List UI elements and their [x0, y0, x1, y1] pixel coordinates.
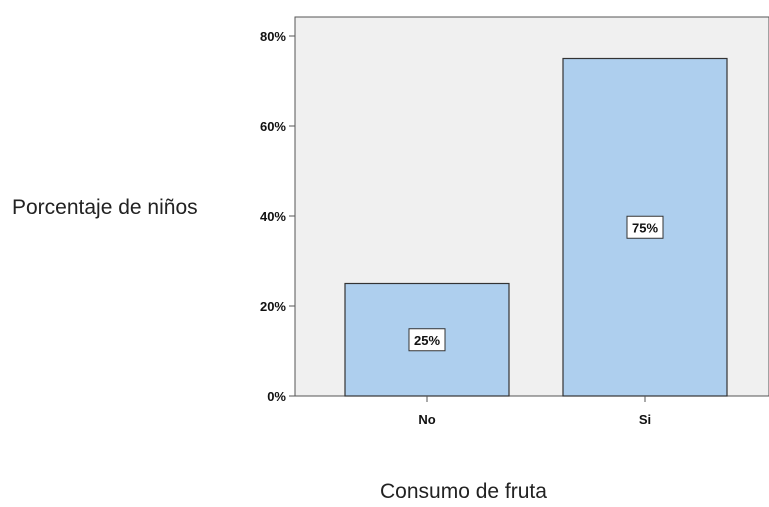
x-tick-label: No	[418, 412, 435, 427]
data-label: 25%	[414, 333, 440, 348]
x-axis-label: Consumo de fruta	[380, 480, 547, 503]
data-label-box	[626, 215, 664, 239]
y-tick-label: 0%	[267, 389, 286, 404]
data-label: 75%	[632, 220, 658, 235]
y-tick-label: 20%	[260, 299, 286, 314]
y-tick-label: 80%	[260, 29, 286, 44]
bar-si	[562, 57, 728, 397]
x-tick-label: Si	[639, 412, 651, 427]
y-axis-label: Porcentaje de niños	[12, 196, 198, 219]
y-tick-label: 60%	[260, 119, 286, 134]
data-label-box	[408, 328, 446, 352]
y-tick-label: 40%	[260, 209, 286, 224]
